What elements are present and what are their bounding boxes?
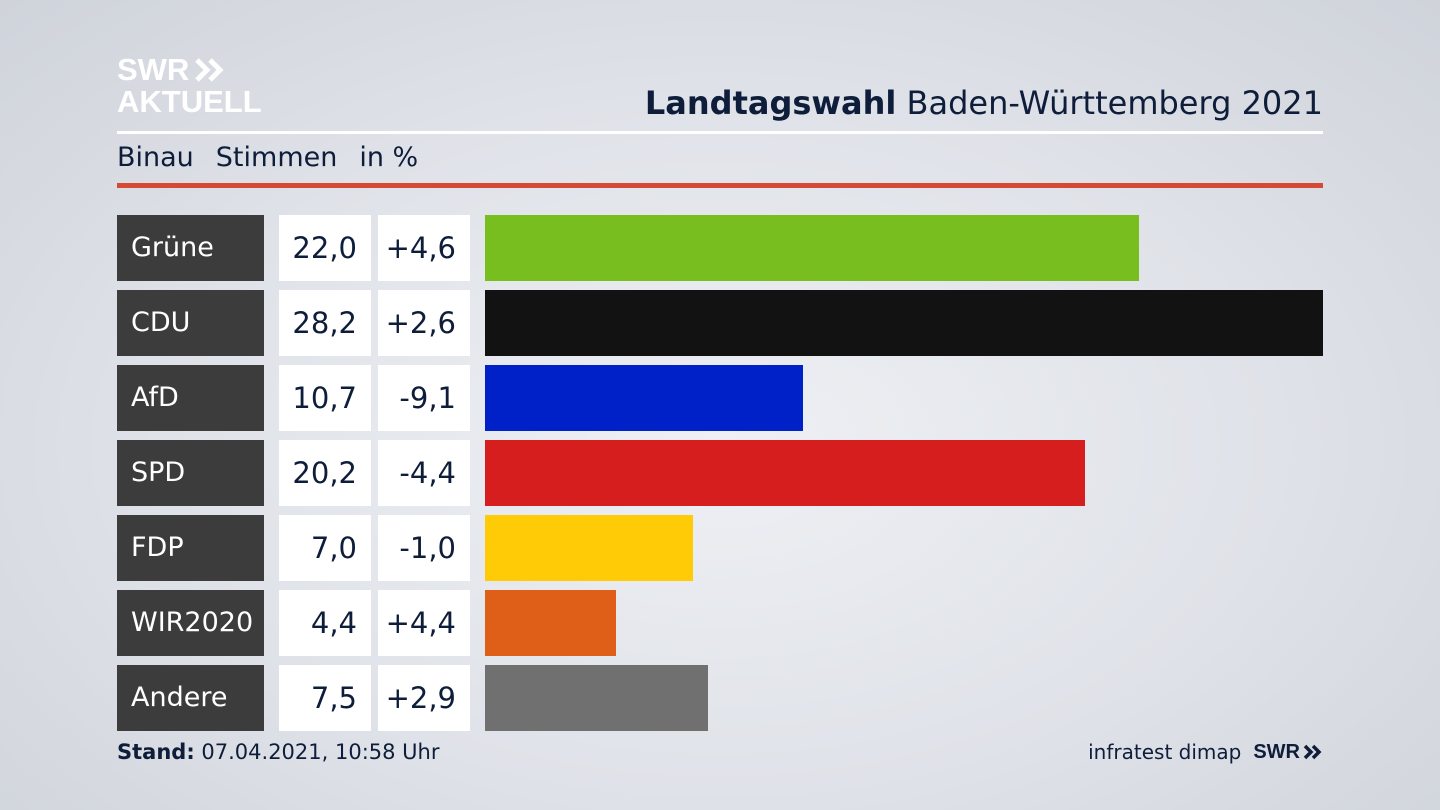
chevron-double-icon — [195, 58, 224, 82]
chart-title-rest: Baden-Württemberg 2021 — [896, 84, 1324, 122]
diff-label: +4,6 — [378, 215, 470, 281]
chart-title: Landtagswahl Baden-Württemberg 2021 — [645, 84, 1323, 122]
bar — [485, 665, 708, 731]
bar — [485, 365, 803, 431]
diff-label: +2,6 — [378, 290, 470, 356]
party-label: FDP — [117, 515, 264, 581]
bar — [485, 440, 1085, 506]
bar-row: WIR2020 4,4 +4,4 — [117, 590, 1323, 656]
value-label: 4,4 — [279, 590, 371, 656]
bar-row: AfD 10,7 -9,1 — [117, 365, 1323, 431]
diff-label: +2,9 — [378, 665, 470, 731]
diff-label: -4,4 — [378, 440, 470, 506]
bar — [485, 515, 693, 581]
diff-label: -1,0 — [378, 515, 470, 581]
party-label: Andere — [117, 665, 264, 731]
logo-line-2: AKTUELL — [117, 84, 262, 119]
subtitle-measure: Stimmen — [215, 142, 338, 173]
bar-row: Andere 7,5 +2,9 — [117, 665, 1323, 731]
chart-title-bold: Landtagswahl — [644, 84, 897, 122]
bar-row: Grüne 22,0 +4,6 — [117, 215, 1323, 281]
logo-line-1: SWR — [117, 52, 190, 87]
title-divider — [117, 131, 1323, 134]
timestamp: Stand: 07.04.2021, 10:58 Uhr — [117, 740, 440, 764]
value-label: 28,2 — [279, 290, 371, 356]
value-label: 20,2 — [279, 440, 371, 506]
party-label: AfD — [117, 365, 264, 431]
bar-row: CDU 28,2 +2,6 — [117, 290, 1323, 356]
value-label: 10,7 — [279, 365, 371, 431]
bar — [485, 215, 1139, 281]
party-label: WIR2020 — [117, 590, 264, 656]
value-label: 7,0 — [279, 515, 371, 581]
bar — [485, 590, 616, 656]
timestamp-value: 07.04.2021, 10:58 Uhr — [194, 740, 440, 764]
bar-row: SPD 20,2 -4,4 — [117, 440, 1323, 506]
source-credit: infratest dimap SWR — [1088, 740, 1323, 764]
bar-row: FDP 7,0 -1,0 — [117, 515, 1323, 581]
bar — [485, 290, 1323, 356]
chart-subtitle: Binau Stimmen in % — [117, 142, 418, 173]
swr-footer-logo: SWR — [1253, 741, 1323, 764]
value-label: 22,0 — [279, 215, 371, 281]
value-label: 7,5 — [279, 665, 371, 731]
diff-label: +4,4 — [378, 590, 470, 656]
diff-label: -9,1 — [378, 365, 470, 431]
party-label: SPD — [117, 440, 264, 506]
swr-aktuell-logo: SWR AKTUELL — [117, 54, 262, 118]
timestamp-label: Stand: — [117, 740, 195, 764]
source-label: infratest dimap — [1088, 740, 1242, 764]
swr-footer-text: SWR — [1253, 740, 1300, 763]
subtitle-divider — [117, 183, 1323, 188]
party-label: Grüne — [117, 215, 264, 281]
party-label: CDU — [117, 290, 264, 356]
subtitle-place: Binau — [117, 142, 194, 173]
chevron-double-icon — [1303, 744, 1322, 760]
subtitle-unit: in % — [359, 142, 419, 173]
